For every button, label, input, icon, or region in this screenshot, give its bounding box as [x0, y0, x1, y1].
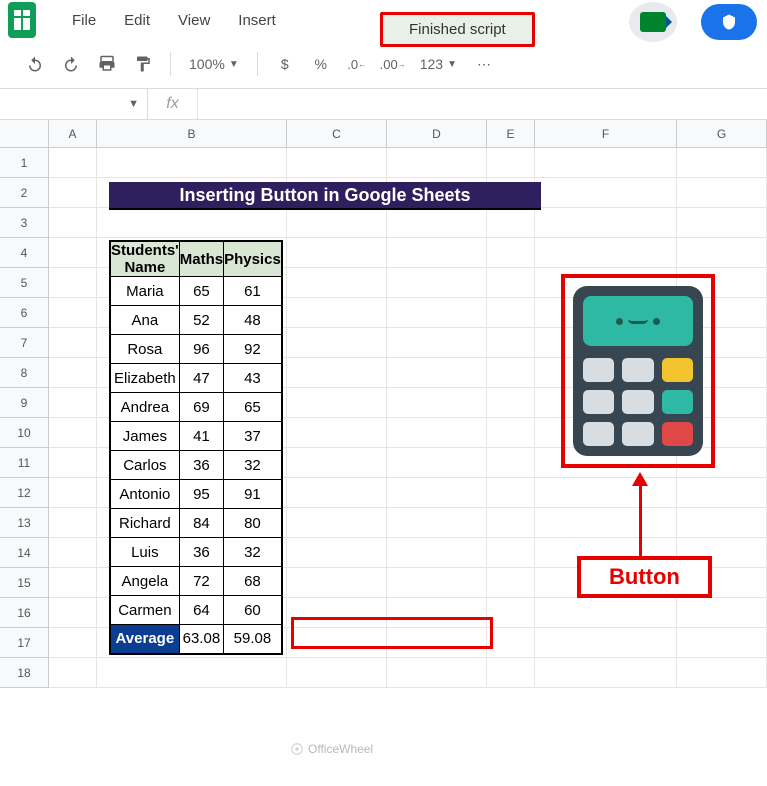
row-header[interactable]: 7: [0, 328, 49, 358]
table-header: Physics: [224, 241, 282, 277]
table-row: Richard8480: [110, 509, 282, 538]
select-all-corner[interactable]: [0, 120, 49, 147]
row-header[interactable]: 12: [0, 478, 49, 508]
zoom-dropdown[interactable]: 100% ▼: [183, 56, 245, 72]
table-row: Elizabeth4743: [110, 364, 282, 393]
row-header[interactable]: 15: [0, 568, 49, 598]
formula-bar: ▼ fx: [0, 88, 767, 120]
row-header[interactable]: 18: [0, 658, 49, 688]
row-header[interactable]: 17: [0, 628, 49, 658]
row-header[interactable]: 6: [0, 298, 49, 328]
row-header[interactable]: 13: [0, 508, 49, 538]
row-header[interactable]: 5: [0, 268, 49, 298]
table-header: Students' Name: [110, 241, 179, 277]
table-row: Carmen6460: [110, 596, 282, 625]
column-header[interactable]: B: [97, 120, 287, 147]
decrease-decimal-button[interactable]: .0←: [342, 49, 372, 79]
row-header[interactable]: 14: [0, 538, 49, 568]
share-button[interactable]: [701, 4, 757, 40]
redo-icon[interactable]: [56, 49, 86, 79]
table-row: Carlos3632: [110, 451, 282, 480]
average-row: Average63.0859.08: [110, 625, 282, 654]
meet-button[interactable]: [629, 2, 677, 42]
undo-icon[interactable]: [20, 49, 50, 79]
column-header[interactable]: A: [49, 120, 97, 147]
row-header[interactable]: 2: [0, 178, 49, 208]
column-header[interactable]: C: [287, 120, 387, 147]
toolbar: 100% ▼ $ % .0← .00→ 123▼ ⋯: [0, 40, 767, 88]
button-label-box: Button: [577, 556, 712, 598]
name-box[interactable]: ▼: [0, 89, 148, 119]
row-headers: 123456789101112131415161718: [0, 148, 49, 688]
table-row: James4137: [110, 422, 282, 451]
zoom-value: 100%: [189, 56, 225, 72]
table-row: Ana5248: [110, 306, 282, 335]
paint-format-icon[interactable]: [128, 49, 158, 79]
row-header[interactable]: 4: [0, 238, 49, 268]
column-headers: ABCDEFG: [0, 120, 767, 148]
students-table: Students' NameMathsPhysics Maria6561Ana5…: [109, 240, 283, 655]
print-icon[interactable]: [92, 49, 122, 79]
column-header[interactable]: F: [535, 120, 677, 147]
title-banner: Inserting Button in Google Sheets: [109, 182, 541, 210]
row-header[interactable]: 8: [0, 358, 49, 388]
row-header[interactable]: 9: [0, 388, 49, 418]
calculator-button[interactable]: [573, 286, 703, 456]
table-row: Luis3632: [110, 538, 282, 567]
row-header[interactable]: 1: [0, 148, 49, 178]
table-row: Andrea6965: [110, 393, 282, 422]
table-row: Angela7268: [110, 567, 282, 596]
arrow-head-icon: [632, 472, 648, 486]
table-row: Rosa9692: [110, 335, 282, 364]
column-header[interactable]: G: [677, 120, 767, 147]
arrow-line: [639, 484, 642, 556]
finished-script-toast: Finished script: [380, 12, 535, 47]
number-format-dropdown[interactable]: 123▼: [414, 56, 463, 72]
percent-button[interactable]: %: [306, 49, 336, 79]
cells-area[interactable]: Inserting Button in Google Sheets Studen…: [49, 148, 767, 688]
currency-button[interactable]: $: [270, 49, 300, 79]
watermark: OfficeWheel: [290, 742, 373, 756]
menu-edit[interactable]: Edit: [112, 6, 162, 35]
spreadsheet-grid: ABCDEFG 123456789101112131415161718 Inse…: [0, 120, 767, 688]
menu-file[interactable]: File: [60, 6, 108, 35]
column-header[interactable]: D: [387, 120, 487, 147]
calculator-button-highlight: [561, 274, 715, 468]
table-header: Maths: [179, 241, 223, 277]
fx-label: fx: [148, 89, 198, 119]
row-header[interactable]: 3: [0, 208, 49, 238]
row-header[interactable]: 16: [0, 598, 49, 628]
column-header[interactable]: E: [487, 120, 535, 147]
table-row: Maria6561: [110, 277, 282, 306]
more-icon[interactable]: ⋯: [469, 49, 499, 79]
row-header[interactable]: 10: [0, 418, 49, 448]
sheets-logo-icon[interactable]: [8, 2, 36, 38]
menu-view[interactable]: View: [166, 6, 222, 35]
table-row: Antonio9591: [110, 480, 282, 509]
increase-decimal-button[interactable]: .00→: [378, 49, 408, 79]
row-header[interactable]: 11: [0, 448, 49, 478]
menu-insert[interactable]: Insert: [226, 6, 288, 35]
